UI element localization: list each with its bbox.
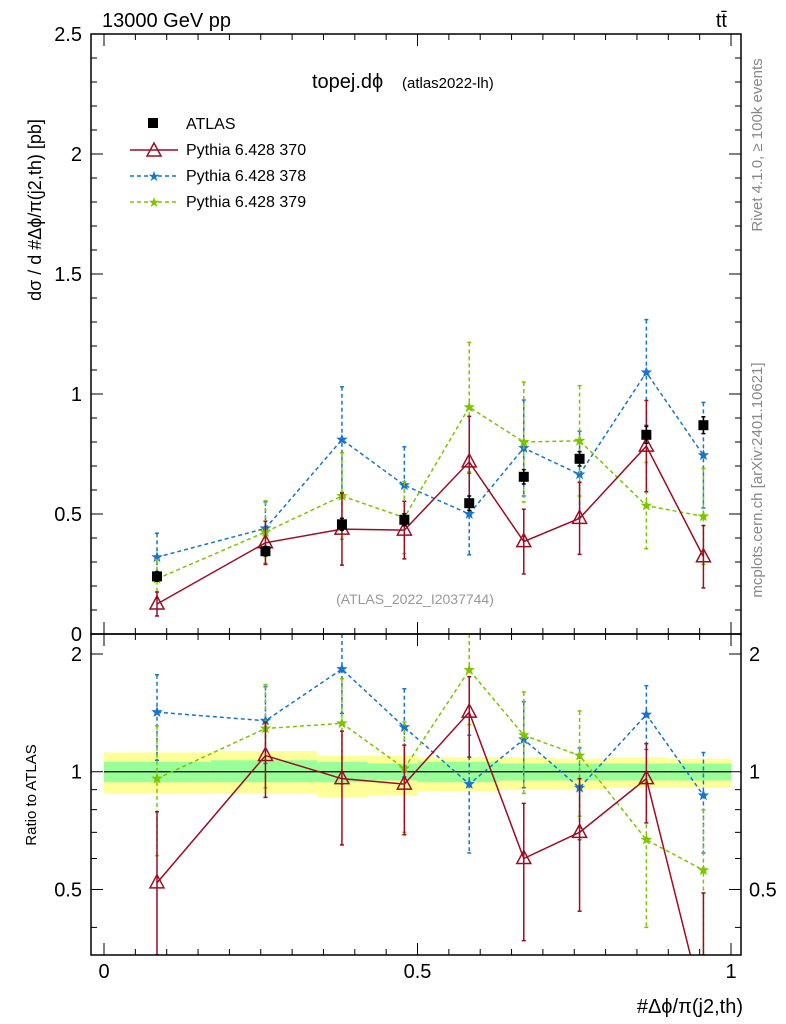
data-point-ratio-378 [697, 789, 710, 801]
data-point-370 [515, 532, 533, 548]
mcplots-source-label: mcplots.cern.ch [arXiv:2401.10621] [749, 362, 766, 597]
ratio-uncertainty-band [104, 750, 731, 798]
rivet-version-label: Rivet 4.1.0, ≥ 100k events [749, 58, 766, 231]
header-energy-label: 13000 GeV pp [102, 10, 231, 32]
data-point-atlas [336, 519, 347, 530]
ratio-y-tick-label-right: 2 [749, 644, 760, 666]
data-point-atlas [151, 571, 162, 582]
data-point-ratio-378 [398, 721, 410, 732]
data-point-379 [697, 510, 710, 522]
data-point-370 [396, 520, 413, 536]
x-axis-label: #Δϕ/π(j2,th) [637, 996, 743, 1018]
chart-title: topej.dϕ [312, 71, 383, 93]
data-point-ratio-379 [336, 717, 348, 729]
series-378 [151, 318, 710, 582]
main-y-tick-label: 2.5 [54, 24, 82, 46]
data-point-ratio-378 [151, 706, 163, 717]
data-point-ratio-379 [463, 664, 475, 675]
legend-marker-370 [145, 141, 163, 157]
data-point-370 [695, 547, 712, 563]
data-point-atlas [399, 514, 410, 525]
x-tick-label: 0.5 [404, 961, 432, 983]
x-tick-label: 1 [725, 961, 736, 983]
series-line-379 [156, 406, 704, 580]
series-line-370 [156, 444, 705, 605]
data-point-ratio-379 [573, 749, 586, 761]
series-ratio-378 [151, 634, 710, 854]
series-atlas [151, 416, 709, 582]
data-point-379 [463, 401, 475, 413]
series-line-378 [156, 371, 705, 558]
header-process-label: tt̄ [716, 10, 728, 32]
data-point-378 [336, 433, 348, 445]
legend-label-378: Pythia 6.428 378 [186, 168, 306, 185]
data-point-ratio-370 [515, 848, 533, 865]
main-y-tick-label: 2 [71, 144, 82, 166]
data-point-ratio-378 [640, 708, 653, 720]
main-y-tick-label: 0 [71, 624, 82, 646]
ratio-ticks [91, 634, 741, 955]
data-point-atlas [464, 498, 475, 509]
ratio-y-tick-label-right: 1 [749, 762, 760, 784]
x-tick-label: 0 [98, 961, 109, 983]
data-point-ratio-379 [640, 833, 653, 845]
data-point-378 [697, 449, 710, 461]
data-point-379 [518, 436, 530, 447]
data-point-atlas [641, 429, 652, 440]
data-point-atlas [574, 453, 585, 464]
legend-marker-379: ★ [148, 195, 161, 211]
ratio-y-tick-label: 0.5 [54, 879, 82, 901]
main-panel: 0 0.5 1 1.5 2 2.5 [54, 24, 742, 646]
data-point-ratio-379 [518, 729, 530, 741]
series-ratio-379 [151, 634, 710, 955]
analysis-watermark: (ATLAS_2022_I2037744) [336, 591, 494, 607]
data-point-379 [573, 434, 586, 446]
data-point-370 [571, 508, 588, 525]
data-point-ratio-378 [518, 733, 530, 745]
data-point-ratio-370 [148, 873, 166, 889]
legend-label-atlas: ATLAS [186, 116, 236, 133]
series-ratio-370 [148, 675, 706, 955]
data-point-atlas [518, 471, 529, 482]
data-point-ratio-370 [638, 769, 655, 785]
main-y-tick-label: 0.5 [54, 504, 82, 526]
data-point-378 [151, 551, 163, 563]
data-point-ratio-370 [571, 822, 588, 839]
chart-subtitle: (atlas2022-lh) [402, 75, 494, 92]
data-point-370 [460, 452, 478, 468]
data-point-379 [640, 499, 653, 511]
data-point-378 [640, 366, 653, 378]
legend-label-379: Pythia 6.428 379 [186, 194, 306, 211]
main-y-axis-label: dσ / d #Δϕ/π(j2,th) [pb] [25, 119, 45, 301]
data-point-ratio-370 [460, 702, 478, 718]
data-point-ratio-370 [333, 769, 351, 785]
data-point-ratio-379 [697, 864, 710, 876]
main-y-tick-label: 1.5 [54, 264, 82, 286]
data-point-atlas [260, 546, 271, 557]
data-point-370 [638, 436, 655, 452]
series-line-ratio-370 [156, 710, 692, 955]
data-point-ratio-378 [463, 778, 475, 789]
legend: ATLAS Pythia 6.428 370 ★ Pythia 6.428 37… [130, 116, 306, 211]
legend-label-370: Pythia 6.428 370 [186, 142, 306, 159]
main-y-tick-label: 1 [71, 384, 82, 406]
data-point-370 [148, 594, 166, 610]
ratio-y-axis-label: Ratio to ATLAS [23, 744, 40, 845]
ratio-panel: 0.5 0.5 1 1 2 2 0 0.5 1 [54, 633, 777, 983]
data-point-378 [573, 468, 586, 480]
legend-marker-atlas [148, 118, 158, 128]
ratio-frame [90, 633, 742, 956]
data-point-ratio-378 [336, 663, 348, 674]
ratio-y-tick-label: 2 [71, 644, 82, 666]
data-point-atlas [698, 420, 709, 431]
ratio-y-tick-label-right: 0.5 [749, 879, 777, 901]
data-point-ratio-379 [151, 772, 163, 784]
data-point-ratio-370 [257, 745, 274, 762]
legend-marker-378: ★ [148, 169, 161, 185]
series-370 [148, 399, 712, 617]
data-point-378 [463, 508, 475, 519]
ratio-y-tick-label: 1 [71, 762, 82, 784]
data-point-ratio-370 [396, 774, 413, 790]
